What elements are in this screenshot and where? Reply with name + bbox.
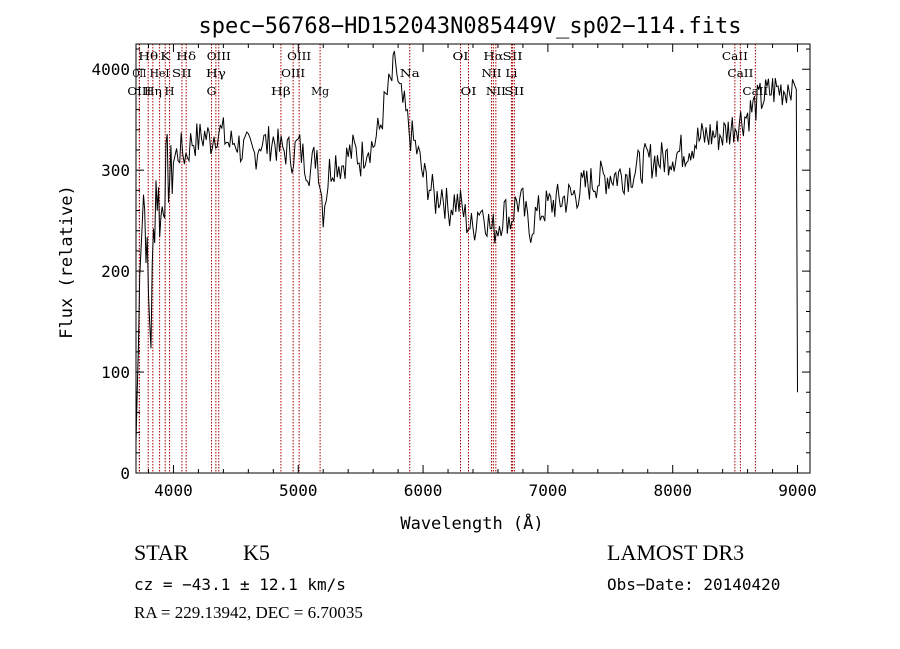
line-marker-label: NII [486,85,506,98]
survey-name: LAMOST DR3 [607,540,745,565]
x-axis-ticks: 4000 5000 6000 7000 8000 9000 [147,44,817,500]
line-marker-label: OI [453,50,469,63]
line-marker-label: OI [461,85,477,98]
y-tick-label: 300 [101,161,130,180]
line-marker-label: SII [503,50,523,63]
x-axis-label: Wavelength (Å) [400,512,543,534]
y-axis-label: Flux (relative) [57,185,77,339]
line-marker-label: OIII [127,85,151,98]
line-marker-label: Hθ [138,50,158,63]
y-axis-ticks: 0 100 200 300 4000 [91,48,810,483]
line-marker-label: OIII [207,50,231,63]
line-marker-label: SII [504,85,524,98]
line-marker-label: G [207,85,217,98]
line-marker-label: OIII [281,67,305,80]
line-marker-label: SII [172,67,192,80]
flux-series-line [135,50,798,443]
line-marker-label: CaII [722,50,748,63]
line-marker-label: NII [481,67,501,80]
redshift-readout: cz = −43.1 ± 12.1 km/s [134,575,346,594]
x-tick-label: 8000 [653,481,692,500]
object-subclass: K5 [243,540,270,565]
y-tick-label: 0 [120,464,130,483]
coordinates: RA = 229.13942, DEC = 6.70035 [134,603,363,622]
line-marker-label: Hβ [271,85,291,98]
x-tick-label: 7000 [529,481,568,500]
y-tick-label: 100 [101,363,130,382]
plot-frame [135,43,811,474]
line-marker-label: Mg [311,85,329,98]
line-marker-label: Hγ [206,67,227,80]
chart-title: spec−56768−HD152043N085449V_sp02−114.fit… [198,14,741,39]
line-marker-label: Hα [483,50,504,63]
obs-date: Obs−Date: 20140420 [607,575,781,594]
line-marker-label: K [160,50,171,63]
x-tick-label: 5000 [279,481,318,500]
line-marker-label: CaII [742,85,768,98]
y-tick-label: 4000 [91,60,130,79]
x-tick-label: 4000 [154,481,193,500]
line-marker-label: Hδ [176,50,196,63]
line-marker-label: CaII [727,67,753,80]
y-tick-label: 200 [101,262,130,281]
line-marker-label: OIII [287,50,311,63]
x-tick-label: 9000 [778,481,817,500]
object-class: STAR [134,540,189,565]
line-marker-label: Li [505,67,518,80]
line-marker-label: HeI [150,67,170,80]
line-marker-label: H [165,85,175,98]
line-marker-label: Hη [144,85,162,98]
line-marker-label: Na [400,67,421,80]
x-tick-label: 6000 [404,481,443,500]
